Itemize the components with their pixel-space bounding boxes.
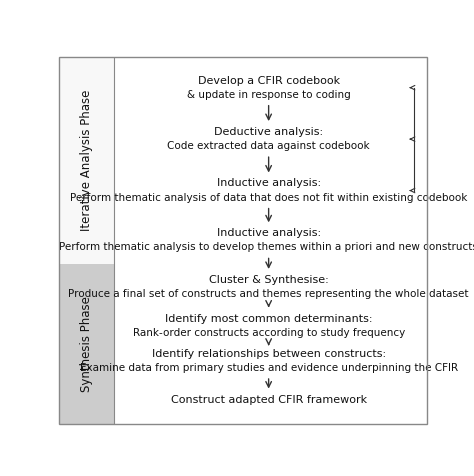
Text: Construct adapted CFIR framework: Construct adapted CFIR framework (171, 395, 367, 405)
Text: Produce a final set of constructs and themes representing the whole dataset: Produce a final set of constructs and th… (68, 289, 469, 299)
Text: Inductive analysis:: Inductive analysis: (217, 228, 321, 238)
Text: Perform thematic analysis of data that does not fit within existing codebook: Perform thematic analysis of data that d… (70, 193, 467, 203)
Text: & update in response to coding: & update in response to coding (187, 90, 350, 100)
Text: Examine data from primary studies and evidence underpinning the CFIR: Examine data from primary studies and ev… (80, 363, 458, 373)
Text: Cluster & Synthesise:: Cluster & Synthesise: (209, 275, 328, 285)
Text: Develop a CFIR codebook: Develop a CFIR codebook (198, 76, 340, 86)
Text: Code extracted data against codebook: Code extracted data against codebook (167, 141, 370, 151)
Bar (114, 57, 427, 424)
Text: Iterative Analysis Phase: Iterative Analysis Phase (80, 90, 93, 231)
Text: Deductive analysis:: Deductive analysis: (214, 127, 323, 137)
Text: Synthesis Phase: Synthesis Phase (80, 296, 93, 392)
Bar (59, 57, 114, 265)
Text: Rank-order constructs according to study frequency: Rank-order constructs according to study… (133, 327, 405, 337)
Text: Inductive analysis:: Inductive analysis: (217, 178, 321, 188)
Text: Perform thematic analysis to develop themes within a priori and new constructs: Perform thematic analysis to develop the… (59, 242, 474, 252)
Text: Identify most common determinants:: Identify most common determinants: (165, 314, 373, 324)
Bar (59, 265, 114, 424)
Text: Identify relationships between constructs:: Identify relationships between construct… (152, 349, 386, 359)
